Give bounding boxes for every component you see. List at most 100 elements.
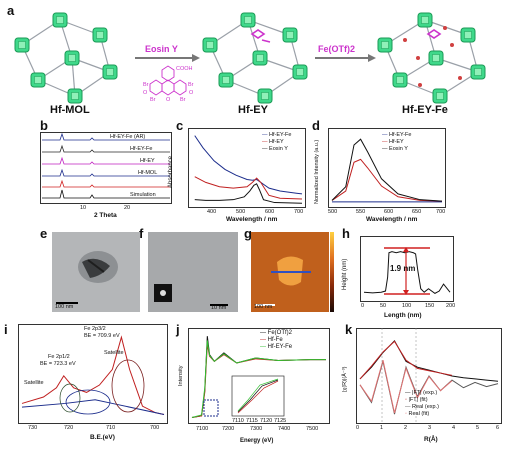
chart-k-legend-2: |FT| (fit) — [408, 397, 428, 403]
chart-d-xtick-4: 700 — [436, 209, 446, 215]
chart-j-xtick-0: 7100 — [196, 426, 209, 432]
chart-c-xtick-3: 700 — [294, 209, 304, 215]
chart-j-legend-3: Hf-EY-Fe — [267, 344, 293, 350]
eosin-o-1: O — [143, 90, 148, 96]
chart-h-series-0 — [363, 251, 451, 294]
chart-c-svg — [194, 135, 303, 204]
pxrd-label-1: Hf-EY-Fe (AR) — [110, 134, 146, 140]
xps-xtick-2: 710 — [106, 425, 116, 431]
pxrd-label-2: Hf-EY-Fe — [130, 146, 153, 152]
chart-k-svg — [359, 328, 499, 424]
panel-a-schematic — [14, 12, 486, 104]
chart-k-xtick-3: 3 — [428, 425, 432, 431]
hf-ey-fe-lattice — [377, 12, 486, 104]
chart-d-xtick-1: 550 — [356, 209, 366, 215]
chart-j-xtick-1: 7200 — [222, 426, 235, 432]
chart-i-series-1 — [21, 399, 165, 415]
xps-ann-sat2: Satellite — [104, 350, 124, 356]
afm-image-g — [251, 232, 329, 312]
chart-k-xtick-0: 0 — [356, 425, 360, 431]
chart-j-legend-2: Hf-Fe — [267, 337, 283, 343]
chart-h-xtick-0: 0 — [361, 303, 365, 309]
chart-c-series-1 — [194, 176, 303, 200]
xps-ann-fe2p12: Fe 2p1/2 — [48, 354, 70, 360]
pxrd-tick-20: 20 — [124, 205, 131, 211]
reaction-arrow-2 — [315, 54, 376, 62]
eosin-cooh-label: COOH — [176, 66, 193, 72]
label-hf-ey-fe: Hf-EY-Fe — [402, 104, 448, 116]
label-hf-mol: Hf-MOL — [50, 104, 90, 116]
panel-label-j: j — [176, 322, 180, 337]
panel-label-i: i — [4, 322, 8, 337]
panel-b-frame — [40, 132, 172, 204]
panel-label-f: f — [139, 226, 144, 241]
chart-i-svg — [21, 335, 165, 415]
chart-c-legend-2: Hf-EY — [269, 139, 284, 145]
chart-c-ylabel: Absorbance — [168, 155, 174, 188]
chart-h-xtick-3: 150 — [425, 303, 435, 309]
panel-c-frame — [188, 128, 306, 208]
chart-d-svg — [331, 138, 443, 203]
chart-d-ylabel: Normalized Intensity (a.u.) — [314, 139, 320, 204]
eosin-br-1: Br — [143, 82, 149, 88]
panel-h-frame — [360, 236, 454, 302]
chart-k-series-3 — [359, 360, 453, 414]
panel-label-a: a — [7, 3, 15, 18]
chart-j-xlabel: Energy (eV) — [240, 438, 274, 444]
chart-k-legend: — |FT| (exp.) ◦ |FT| (fit) — Real (exp.)… — [405, 390, 439, 417]
chart-d-series-1 — [331, 158, 443, 202]
chart-d-series-2 — [331, 138, 443, 202]
eosin-y-structure — [149, 65, 187, 96]
pxrd-xlabel: 2 Theta — [94, 212, 117, 219]
panel-j-frame — [188, 328, 330, 424]
chart-h-svg — [363, 247, 451, 295]
chart-c-legend-3: Eosin Y — [269, 146, 288, 152]
pxrd-label-3: Hf-EY — [140, 158, 155, 164]
chart-j-xtick-2: 7300 — [250, 426, 263, 432]
chart-c-legend: — Hf-EY-Fe — Hf-EY — Eosin Y — [262, 132, 292, 152]
chart-k-series-1 — [359, 340, 453, 380]
chart-c-xtick-0: 400 — [207, 209, 217, 215]
chart-i-series-0 — [21, 335, 165, 415]
panel-label-e: e — [40, 226, 48, 241]
xps-ann-be2: BE = 723.3 eV — [40, 361, 76, 367]
chart-d-legend-1: Hf-EY-Fe — [389, 132, 412, 138]
eosin-br-4: Br — [180, 97, 186, 103]
chart-k-xtick-5: 5 — [476, 425, 480, 431]
chart-j-series-2 — [191, 340, 326, 418]
xps-ann-be1: BE = 709.9 eV — [84, 333, 120, 339]
step1-reagent: Eosin Y — [145, 44, 178, 54]
chart-k-xtick-6: 6 — [496, 425, 500, 431]
xps-xtick-1: 720 — [64, 425, 74, 431]
chart-c-series-2 — [194, 183, 303, 204]
chart-k-legend-3: Real (exp.) — [412, 404, 439, 410]
chart-k-legend-1: |FT| (exp.) — [412, 390, 438, 396]
reaction-arrow-1 — [135, 54, 200, 62]
panel-label-d: d — [312, 118, 320, 133]
chart-j-xtick-4: 7500 — [306, 426, 319, 432]
hrtem-f-scale: 10 nm — [211, 305, 227, 311]
pxrd-tick-10: 10 — [80, 205, 87, 211]
panel-label-h: h — [342, 226, 350, 241]
chart-i-xlabel: B.E.(eV) — [90, 434, 115, 441]
panel-i-frame — [18, 324, 168, 424]
xps-xtick-0: 730 — [28, 425, 38, 431]
tem-image-e — [52, 232, 140, 312]
chart-d-legend-3: Eosin Y — [389, 146, 408, 152]
chart-h-xtick-2: 100 — [402, 303, 412, 309]
panel-k-frame — [356, 328, 502, 424]
chart-c-xtick-1: 500 — [236, 209, 246, 215]
afm-g-scale: 100 nm — [254, 304, 273, 310]
panel-label-g: g — [244, 226, 252, 241]
chart-d-xtick-3: 650 — [412, 209, 422, 215]
chart-k-xtick-2: 2 — [404, 425, 408, 431]
xps-xtick-3: 700 — [150, 425, 160, 431]
chart-j-legend: — Fe(OTf)2 — Hf-Fe — Hf-EY-Fe — [260, 330, 293, 350]
pxrd-label-4: Hf-MOL — [138, 170, 158, 176]
chart-c-xtick-2: 600 — [265, 209, 275, 215]
hf-mol-lattice — [14, 12, 118, 104]
eosin-o-2: O — [166, 97, 171, 103]
chart-j-inset-tick-2: 7120 — [260, 418, 273, 424]
chart-d-xlabel: Wavelength / nm — [366, 216, 418, 223]
chart-k-xtick-1: 1 — [380, 425, 384, 431]
